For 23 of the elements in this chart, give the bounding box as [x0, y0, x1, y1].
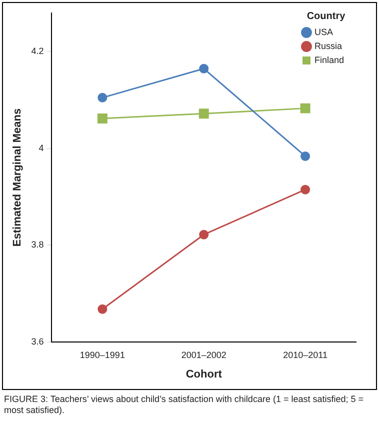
y-tick-label: 3.8 [31, 240, 44, 250]
legend-title: Country [306, 10, 346, 22]
point [198, 108, 209, 119]
legend-label: Russia [314, 40, 342, 51]
caption: FIGURE 3: Teachers’ views about child’s satisfaction with childcare (1 = least satisfied; 5 = most satisfied). [4, 394, 364, 416]
y-tick-label: 4 [38, 142, 44, 153]
x-tick-label: 1990–1991 [80, 350, 125, 360]
point [300, 103, 310, 114]
legend-label: Finland [314, 54, 344, 65]
point [98, 92, 108, 102]
x-axis-title: Cohort [186, 368, 222, 380]
point [300, 151, 310, 161]
x-tick-label: 2010–2011 [283, 350, 328, 360]
point [98, 304, 108, 314]
point [199, 230, 209, 240]
point [199, 64, 209, 74]
y-tick-label: 4.2 [31, 46, 44, 56]
point [300, 184, 310, 194]
x-tick-label: 2001–2002 [181, 350, 226, 360]
y-axis-title: Estimated Marginal Means [12, 108, 24, 247]
legend-label: USA [314, 26, 333, 37]
y-tick-label: 3.6 [31, 336, 44, 346]
point [97, 113, 108, 124]
